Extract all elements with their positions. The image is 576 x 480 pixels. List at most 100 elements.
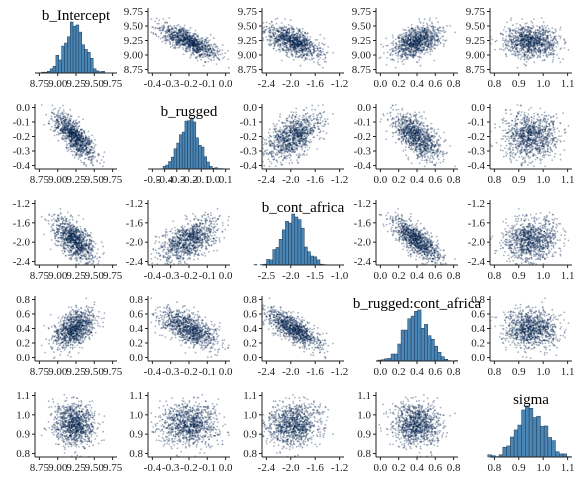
scatter-point (442, 39, 445, 41)
scatter-point (405, 56, 408, 58)
scatter-point (217, 50, 220, 53)
scatter-point (166, 30, 169, 33)
scatter-point (280, 39, 283, 42)
y-tick-label: 8.75 (352, 64, 372, 76)
scatter-point (83, 149, 85, 151)
scatter-point (204, 44, 206, 47)
scatter-point (160, 31, 163, 34)
scatter-point (182, 33, 185, 36)
scatter-point (179, 33, 182, 36)
scatter-point (286, 49, 289, 52)
scatter-point (491, 38, 494, 41)
scatter-point (195, 38, 198, 41)
scatter-point (193, 40, 196, 43)
scatter-point (535, 42, 538, 44)
scatter-point (188, 35, 191, 38)
scatter-point (155, 35, 158, 37)
scatter-point (59, 113, 62, 115)
scatter-point (525, 56, 528, 59)
scatter-point (162, 27, 165, 30)
scatter-point (185, 42, 188, 45)
scatter-point (209, 33, 212, 36)
scatter-point (395, 47, 398, 50)
scatter-point (508, 30, 511, 32)
scatter-point (199, 54, 202, 57)
scatter-point (396, 54, 398, 57)
scatter-point (178, 45, 181, 47)
scatter-point (193, 36, 196, 39)
scatter-point (171, 39, 174, 42)
scatter-point (159, 29, 161, 32)
scatter-point (182, 39, 185, 42)
scatter-point (419, 22, 422, 24)
scatter-point (196, 51, 199, 54)
scatter-point (295, 48, 297, 50)
scatter-point (556, 53, 558, 56)
scatter-point (301, 27, 304, 30)
scatter-point (182, 38, 185, 41)
x-tick-label: 1.0 (536, 78, 550, 90)
scatter-point (207, 47, 210, 50)
scatter-point (284, 46, 286, 48)
scatter-point (183, 28, 185, 31)
scatter-point (286, 39, 289, 42)
scatter-point (88, 135, 91, 138)
scatter-point (77, 125, 80, 128)
scatter-point (529, 57, 532, 60)
scatter-point (200, 48, 202, 50)
scatter-point (520, 56, 523, 59)
scatter-point (282, 29, 285, 32)
scatter-point (157, 35, 160, 38)
scatter-point (168, 17, 171, 19)
scatter-point (512, 43, 515, 46)
scatter-point (533, 33, 535, 36)
scatter-point (179, 25, 182, 28)
scatter-point (204, 61, 207, 64)
scatter-point (171, 32, 173, 35)
scatter-point (308, 38, 311, 41)
scatter-point (164, 42, 167, 44)
scatter-point (182, 27, 184, 30)
x-tick-label: 9.75 (103, 78, 123, 90)
scatter-point (323, 37, 326, 40)
scatter-point (553, 41, 556, 44)
scatter-point (210, 43, 213, 46)
scatter-point (290, 31, 293, 34)
scatter-point (545, 26, 547, 29)
scatter-point (531, 35, 534, 37)
scatter-point (554, 31, 556, 34)
scatter-point (424, 32, 427, 35)
scatter-point (191, 41, 194, 44)
scatter-point (559, 35, 562, 38)
scatter-point (395, 42, 398, 44)
scatter-point (433, 59, 436, 62)
scatter-point (199, 42, 201, 45)
scatter-point (214, 43, 217, 46)
scatter-point (308, 54, 310, 57)
scatter-point (288, 35, 291, 37)
scatter-point (190, 42, 193, 45)
scatter-point (436, 27, 439, 30)
scatter-point (163, 35, 166, 37)
scatter-point (150, 31, 153, 34)
scatter-point (391, 58, 394, 61)
scatter-point (419, 26, 421, 29)
scatter-point (177, 34, 180, 36)
scatter-point (176, 40, 179, 43)
scatter-point (43, 124, 46, 126)
scatter-point (398, 42, 401, 44)
hist-bar (67, 36, 71, 74)
scatter-point (290, 52, 293, 55)
scatter-point (295, 50, 298, 53)
scatter-point (204, 46, 207, 48)
scatter-point (163, 26, 166, 29)
scatter-point (73, 144, 76, 147)
scatter-point (510, 42, 513, 45)
scatter-point (403, 35, 405, 38)
scatter-point (437, 41, 439, 44)
scatter-point (405, 40, 408, 43)
scatter-point (284, 39, 286, 41)
scatter-point (180, 29, 183, 31)
scatter-point (207, 40, 209, 42)
scatter-point (306, 32, 309, 35)
